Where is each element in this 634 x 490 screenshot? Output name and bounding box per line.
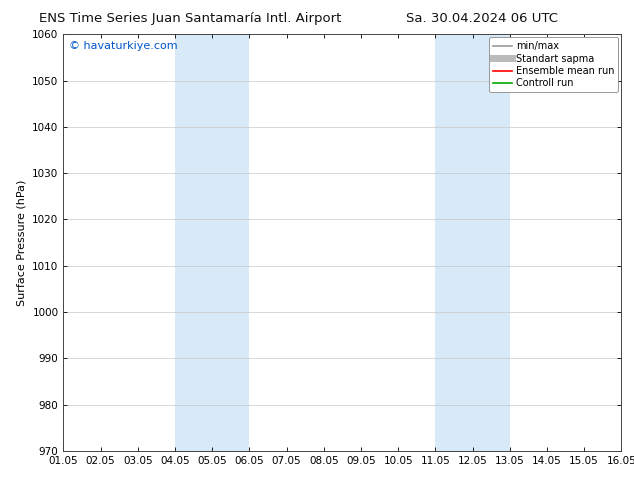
Text: ENS Time Series Juan Santamaría Intl. Airport: ENS Time Series Juan Santamaría Intl. Ai… bbox=[39, 12, 341, 25]
Y-axis label: Surface Pressure (hPa): Surface Pressure (hPa) bbox=[16, 179, 27, 306]
Text: © havaturkiye.com: © havaturkiye.com bbox=[69, 41, 178, 50]
Bar bbox=[436, 34, 510, 451]
Legend: min/max, Standart sapma, Ensemble mean run, Controll run: min/max, Standart sapma, Ensemble mean r… bbox=[489, 37, 618, 92]
Text: Sa. 30.04.2024 06 UTC: Sa. 30.04.2024 06 UTC bbox=[406, 12, 558, 25]
Bar bbox=[175, 34, 249, 451]
